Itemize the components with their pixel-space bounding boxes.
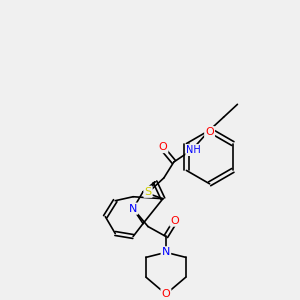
Text: N: N bbox=[129, 204, 137, 214]
Text: O: O bbox=[205, 127, 214, 137]
Text: O: O bbox=[161, 289, 170, 299]
Text: NH: NH bbox=[186, 145, 201, 155]
Text: N: N bbox=[162, 248, 170, 257]
Text: O: O bbox=[158, 142, 167, 152]
Text: O: O bbox=[170, 216, 179, 226]
Text: S: S bbox=[145, 187, 152, 197]
